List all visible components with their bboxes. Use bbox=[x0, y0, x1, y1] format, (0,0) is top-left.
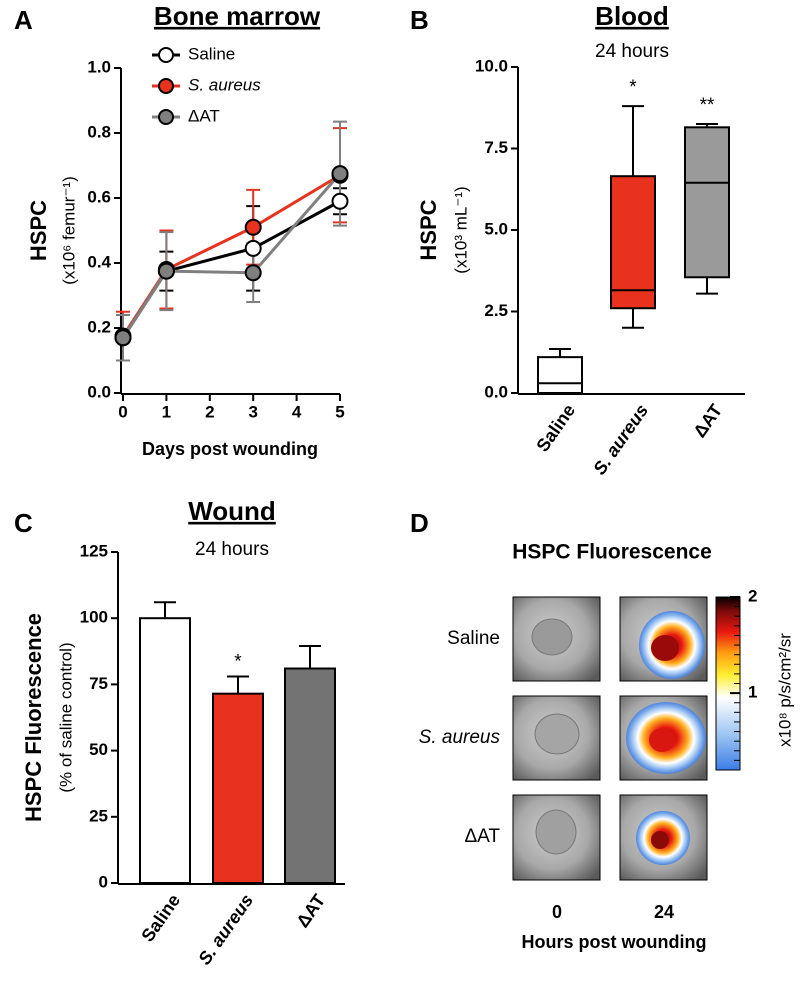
y-tick-label: 75 bbox=[89, 674, 108, 693]
series-line bbox=[121, 199, 341, 339]
data-point bbox=[331, 192, 349, 210]
image-cell bbox=[512, 695, 601, 781]
y-tick-label: 5.0 bbox=[484, 219, 508, 238]
series-line bbox=[121, 173, 341, 337]
y-tick-label: 0 bbox=[99, 872, 108, 891]
y-tick-label: 25 bbox=[89, 806, 108, 825]
x-tick-label: 0 bbox=[118, 402, 127, 421]
chart-title: Blood bbox=[595, 1, 669, 31]
x-tick-label: 2 bbox=[205, 402, 214, 421]
y-tick-label: 7.5 bbox=[484, 138, 508, 157]
box bbox=[684, 126, 730, 279]
chart-title: Bone marrow bbox=[154, 1, 321, 31]
image-cell bbox=[512, 596, 601, 682]
significance: ** bbox=[700, 95, 715, 116]
y-tick-label: 0.6 bbox=[87, 187, 111, 206]
x-tick-label: Saline bbox=[137, 891, 184, 946]
x-tick-label: 4 bbox=[292, 402, 302, 421]
box bbox=[610, 175, 656, 310]
x-tick-label: 5 bbox=[335, 402, 344, 421]
column-label: 0 bbox=[552, 902, 562, 922]
legend-marker bbox=[158, 78, 174, 94]
y-tick-label: 0.2 bbox=[87, 317, 111, 336]
data-point bbox=[331, 165, 349, 183]
image-cell bbox=[619, 794, 708, 881]
y-tick-label: 0.8 bbox=[87, 122, 111, 141]
y-tick-label: 2.5 bbox=[484, 301, 508, 320]
x-tick-label: ΔAT bbox=[689, 401, 726, 442]
y-tick-label: 0.4 bbox=[87, 252, 111, 271]
y-tick-label: 125 bbox=[80, 541, 108, 560]
colorbar-tick-label: 1 bbox=[748, 683, 757, 702]
image-cell bbox=[619, 596, 708, 682]
legend-label: Saline bbox=[188, 44, 235, 63]
image-cell bbox=[512, 794, 601, 881]
chart-subtitle: 24 hours bbox=[595, 41, 669, 62]
x-tick-label: 3 bbox=[248, 402, 257, 421]
x-tick-label: S. aureus bbox=[589, 401, 652, 479]
legend-label: S. aureus bbox=[188, 75, 261, 94]
column-label: 24 bbox=[654, 902, 674, 922]
x-tick-label: ΔAT bbox=[292, 891, 329, 932]
y-axis-label: HSPC Fluorescence bbox=[21, 613, 46, 822]
panel-letter: A bbox=[14, 5, 33, 35]
bar bbox=[139, 617, 191, 884]
legend-label: ΔAT bbox=[188, 106, 220, 125]
x-tick-label: S. aureus bbox=[194, 891, 257, 969]
bar bbox=[212, 692, 264, 885]
box bbox=[537, 356, 583, 395]
row-label: ΔAT bbox=[464, 826, 500, 847]
significance: * bbox=[234, 651, 242, 672]
panel-letter: B bbox=[410, 5, 429, 35]
panel-letter: C bbox=[14, 508, 33, 538]
fluorescence-images bbox=[512, 596, 741, 881]
panel-letter: D bbox=[410, 508, 429, 538]
chart-subtitle: 24 hours bbox=[195, 539, 269, 560]
y-tick-label: 0.0 bbox=[87, 382, 111, 401]
x-axis-label: Days post wounding bbox=[142, 439, 318, 459]
row-label: Saline bbox=[447, 628, 500, 649]
colorbar-label: x10⁸ p/s/cm²/sr bbox=[775, 633, 794, 747]
y-axis-sublabel: (x10⁶ femur⁻¹) bbox=[59, 176, 78, 285]
colorbar-tick-label: 2 bbox=[748, 586, 757, 605]
legend-marker bbox=[158, 109, 174, 125]
y-tick-label: 0.0 bbox=[484, 382, 508, 401]
data-point bbox=[244, 264, 262, 282]
data-point bbox=[244, 218, 262, 236]
data-point bbox=[114, 329, 132, 347]
panel-title: HSPC Fluorescence bbox=[512, 541, 712, 564]
x-axis-label: Hours post wounding bbox=[522, 932, 707, 952]
significance: * bbox=[629, 77, 637, 98]
y-axis-sublabel: (x10³ mL⁻¹) bbox=[451, 186, 470, 273]
x-tick-label: 1 bbox=[162, 402, 171, 421]
x-tick-label: Saline bbox=[532, 401, 579, 456]
y-axis-label: HSPC bbox=[416, 199, 441, 260]
bar bbox=[284, 667, 336, 885]
data-point bbox=[244, 239, 262, 257]
legend-marker bbox=[158, 47, 174, 63]
y-axis-sublabel: (% of saline control) bbox=[56, 642, 75, 792]
chart-title: Wound bbox=[188, 496, 276, 526]
y-tick-label: 10.0 bbox=[475, 56, 508, 75]
series-line bbox=[121, 172, 342, 339]
y-tick-label: 1.0 bbox=[87, 57, 111, 76]
y-axis-label: HSPC bbox=[26, 200, 51, 261]
y-tick-label: 100 bbox=[80, 608, 108, 627]
row-label: S. aureus bbox=[419, 727, 501, 748]
y-tick-label: 50 bbox=[89, 740, 108, 759]
data-point bbox=[157, 262, 175, 280]
image-cell bbox=[619, 695, 708, 781]
